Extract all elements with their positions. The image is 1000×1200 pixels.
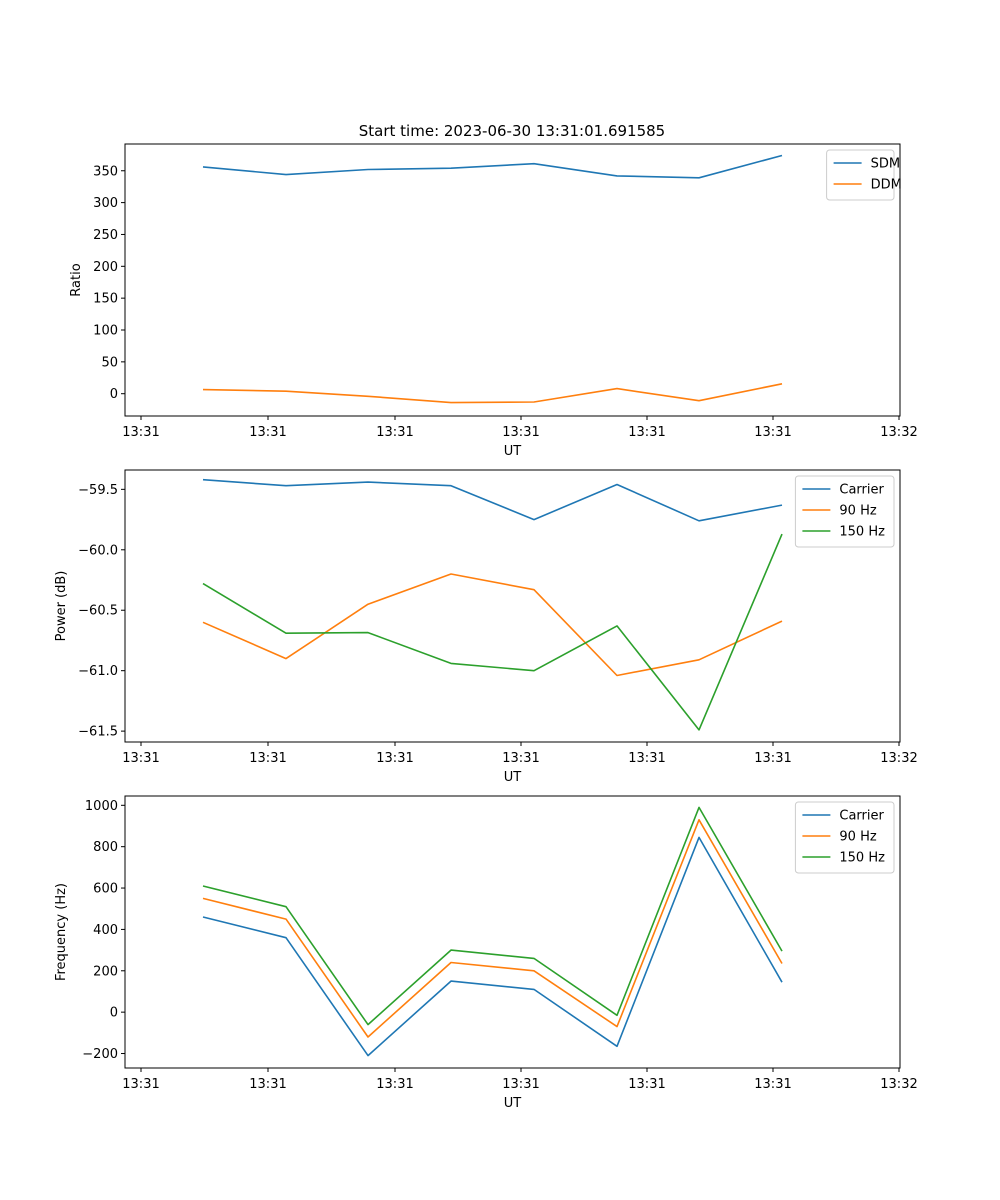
x-tick-label: 13:31 (502, 425, 539, 440)
y-tick-label: 600 (93, 882, 118, 897)
plot-frame (124, 469, 901, 743)
y-axis-label: Frequency (Hz) (54, 883, 69, 981)
x-tick-label: 13:32 (880, 425, 917, 440)
legend-box (794, 475, 895, 548)
y-tick-label: 200 (93, 964, 118, 979)
x-tick-label: 13:31 (122, 425, 159, 440)
x-tick-label: 13:31 (249, 751, 286, 766)
x-tick-label: 13:31 (628, 425, 665, 440)
subplot-2: 13:31 13:31 13:31 13:31 13:31 13:31 13:32 −61.5… (54, 469, 918, 785)
plot-frame (124, 143, 901, 417)
legend-label: SDM (871, 157, 900, 172)
y-tick-label: −60.5 (78, 604, 118, 619)
y-tick-label: −200 (82, 1047, 118, 1062)
y-tick-label: 200 (93, 260, 118, 275)
x-tick-label: 13:31 (628, 751, 665, 766)
y-tick-label: 400 (93, 923, 118, 938)
x-tick-label: 13:31 (376, 751, 413, 766)
x-tick-label: 13:31 (249, 1077, 286, 1092)
legend: SDM DDM (826, 149, 902, 201)
series-line-ddm (202, 383, 783, 404)
y-tick-label: 1000 (85, 799, 118, 814)
series-line-sdm (202, 154, 783, 179)
legend-label: Carrier (839, 809, 884, 824)
legend-label: 90 Hz (839, 504, 876, 519)
y-tick-label: 800 (93, 840, 118, 855)
y-axis-label: Power (dB) (54, 571, 69, 642)
x-tick-label: 13:31 (628, 1077, 665, 1092)
x-axis-label: UT (504, 444, 522, 459)
x-tick-label: 13:31 (502, 751, 539, 766)
x-tick-label: 13:31 (502, 1077, 539, 1092)
legend-label: 150 Hz (839, 525, 885, 540)
x-tick-label: 13:31 (249, 425, 286, 440)
y-axis-label: Ratio (69, 263, 84, 296)
x-tick-label: 13:32 (880, 1077, 917, 1092)
y-tick-label: 0 (110, 387, 118, 402)
y-tick-label: 150 (93, 292, 118, 307)
x-tick-label: 13:31 (376, 1077, 413, 1092)
x-axis-label: UT (504, 770, 522, 785)
legend-box (794, 801, 895, 874)
y-tick-label: −61.0 (78, 664, 118, 679)
series-line-90-hz (202, 818, 783, 1038)
x-tick-label: 13:31 (122, 751, 159, 766)
series-line-150-hz (202, 533, 783, 731)
legend: Carrier 90 Hz 150 Hz (794, 801, 895, 874)
series-line-carrier (202, 836, 783, 1057)
y-tick-label: −59.5 (78, 483, 118, 498)
subplot-3: 13:31 13:31 13:31 13:31 13:31 13:31 13:32 −200 0… (54, 795, 918, 1111)
chart-title: Start time: 2023-06-30 13:31:01.691585 (359, 122, 665, 140)
x-tick-label: 13:31 (122, 1077, 159, 1092)
y-tick-label: 250 (93, 228, 118, 243)
y-tick-label: 350 (93, 164, 118, 179)
legend-label: 90 Hz (839, 830, 876, 845)
y-tick-label: 0 (110, 1006, 118, 1021)
legend-label: Carrier (839, 483, 884, 498)
plot-frame (124, 795, 901, 1069)
y-tick-label: −60.0 (78, 543, 118, 558)
series-line-90-hz (202, 573, 783, 677)
legend-label: DDM (871, 178, 902, 193)
y-tick-label: 100 (93, 324, 118, 339)
x-axis-label: UT (504, 1096, 522, 1111)
series-line-carrier (202, 478, 783, 522)
legend: Carrier 90 Hz 150 Hz (794, 475, 895, 548)
y-tick-label: 300 (93, 196, 118, 211)
legend-label: 150 Hz (839, 851, 885, 866)
x-tick-label: 13:32 (880, 751, 917, 766)
series-line-150-hz (202, 806, 783, 1026)
y-tick-label: 50 (101, 355, 118, 370)
x-tick-label: 13:31 (754, 1077, 791, 1092)
x-tick-label: 13:31 (754, 751, 791, 766)
x-tick-label: 13:31 (376, 425, 413, 440)
subplot-1: 13:31 13:31 13:31 13:31 13:31 13:31 13:32 0 50 10… (69, 143, 918, 459)
x-tick-label: 13:31 (754, 425, 791, 440)
y-tick-label: −61.5 (78, 725, 118, 740)
